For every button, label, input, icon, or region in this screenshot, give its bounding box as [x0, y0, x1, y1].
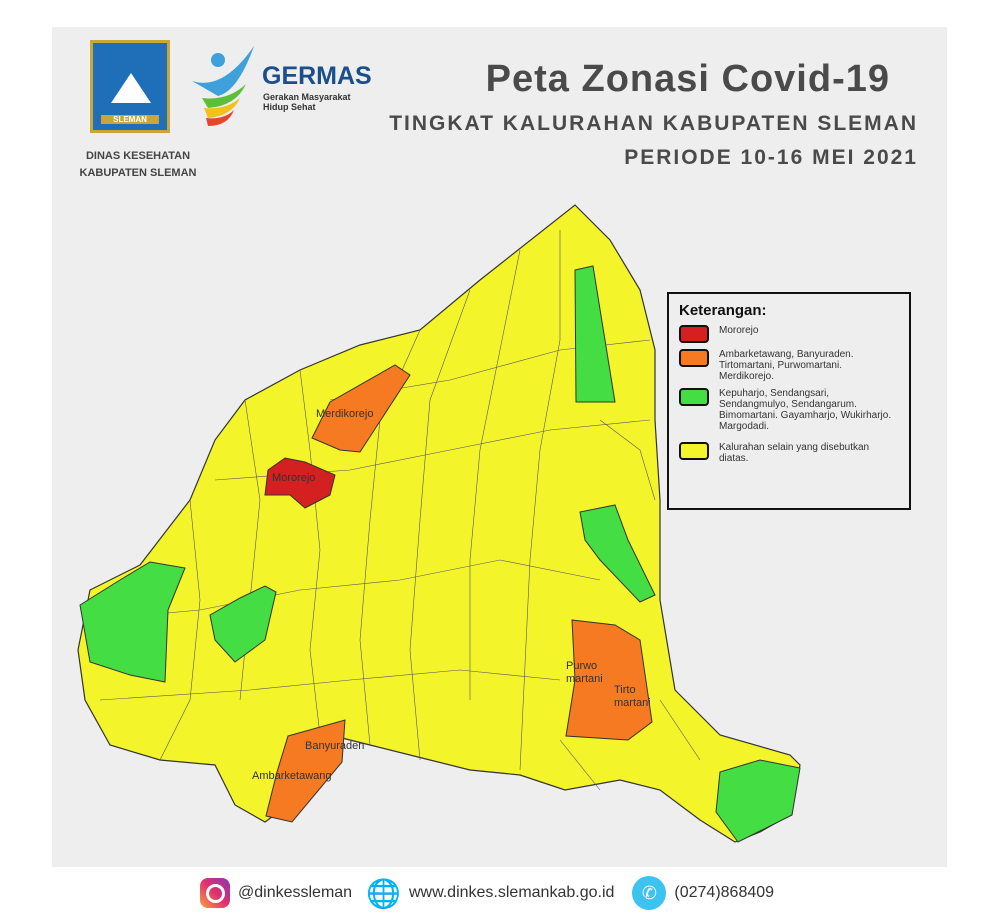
- emblem-shape: [111, 73, 151, 103]
- legend-item-green: Kepuharjo, Sendangsari, Sendangmulyo, Se…: [679, 388, 899, 432]
- zone-green-central: [209, 585, 277, 663]
- map-label-banyuraden: Banyuraden: [305, 740, 365, 752]
- map-label-merdikorejo: Merdikorejo: [316, 408, 374, 420]
- phone-icon: ✆: [632, 876, 667, 910]
- label-line: Purwo: [566, 660, 598, 672]
- legend-text: Ambarketawang, Banyuraden. Tirtomartani,…: [719, 349, 854, 382]
- instagram-icon: [200, 878, 230, 908]
- swatch-yellow: [679, 442, 709, 460]
- page-title: Peta Zonasi Covid-19: [485, 58, 890, 100]
- tagline-line: Hidup Sehat: [263, 102, 316, 112]
- phone-number[interactable]: (0274)868409: [674, 884, 775, 901]
- germas-tagline: Gerakan Masyarakat Hidup Sehat: [263, 92, 351, 112]
- map-label-tirtomartani: Tirto martani: [614, 684, 651, 710]
- legend-item-yellow: Kalurahan selain yang disebutkan diatas.: [679, 442, 899, 464]
- page-subtitle: TINGKAT KALURAHAN KABUPATEN SLEMAN: [389, 112, 918, 135]
- sleman-logo-text: SLEMAN: [101, 115, 159, 124]
- label-line: martani: [614, 697, 651, 709]
- zone-kepuharjo: [574, 265, 616, 403]
- legend-title: Keterangan:: [679, 302, 767, 319]
- dept-line: KABUPATEN SLEMAN: [79, 167, 197, 179]
- legend-text: Mororejo: [719, 325, 759, 336]
- zone-mororejo: [264, 457, 336, 509]
- label-line: Tirto: [614, 684, 636, 696]
- germas-logo: GERMAS Gerakan Masyarakat Hidup Sehat: [188, 46, 372, 131]
- globe-icon: 🌐: [366, 877, 401, 909]
- zone-green-southeast: [715, 759, 801, 843]
- swatch-orange: [679, 349, 709, 367]
- map-label-purwomartani: Purwo martani: [566, 660, 603, 686]
- legend-text: Kepuharjo, Sendangsari, Sendangmulyo, Se…: [719, 388, 892, 432]
- germas-figure-icon: [192, 46, 254, 126]
- map-label-ambarketawang: Ambarketawang: [252, 770, 332, 782]
- germas-title: GERMAS: [262, 62, 372, 90]
- zone-green-west: [79, 561, 186, 683]
- sleman-logo: SLEMAN: [90, 40, 170, 133]
- map-label-mororejo: Mororejo: [272, 472, 316, 484]
- legend-text: Kalurahan selain yang disebutkan diatas.: [719, 442, 870, 464]
- legend: Keterangan: Mororejo Ambarketawang, Bany…: [667, 292, 911, 510]
- zone-banyuraden-ambarketawang: [265, 719, 346, 823]
- zone-green-east: [579, 504, 656, 603]
- footer-contacts: @dinkessleman 🌐 www.dinkes.slemankab.go.…: [200, 876, 774, 910]
- label-line: martani: [566, 673, 603, 685]
- legend-item-red: Mororejo: [679, 325, 899, 343]
- period-label: PERIODE 10-16 MEI 2021: [624, 146, 918, 169]
- legend-item-orange: Ambarketawang, Banyuraden. Tirtomartani,…: [679, 349, 899, 382]
- instagram-handle[interactable]: @dinkessleman: [238, 884, 353, 901]
- website-link[interactable]: www.dinkes.slemankab.go.id: [408, 884, 615, 901]
- zone-merdikorejo: [311, 364, 411, 453]
- department-name: DINAS KESEHATAN KABUPATEN SLEMAN: [68, 148, 208, 182]
- dept-line: DINAS KESEHATAN: [85, 150, 191, 162]
- tagline-line: Gerakan Masyarakat: [263, 92, 351, 102]
- swatch-red: [679, 325, 709, 343]
- swatch-green: [679, 388, 709, 406]
- zone-purwo-tirto-martani: [565, 619, 653, 741]
